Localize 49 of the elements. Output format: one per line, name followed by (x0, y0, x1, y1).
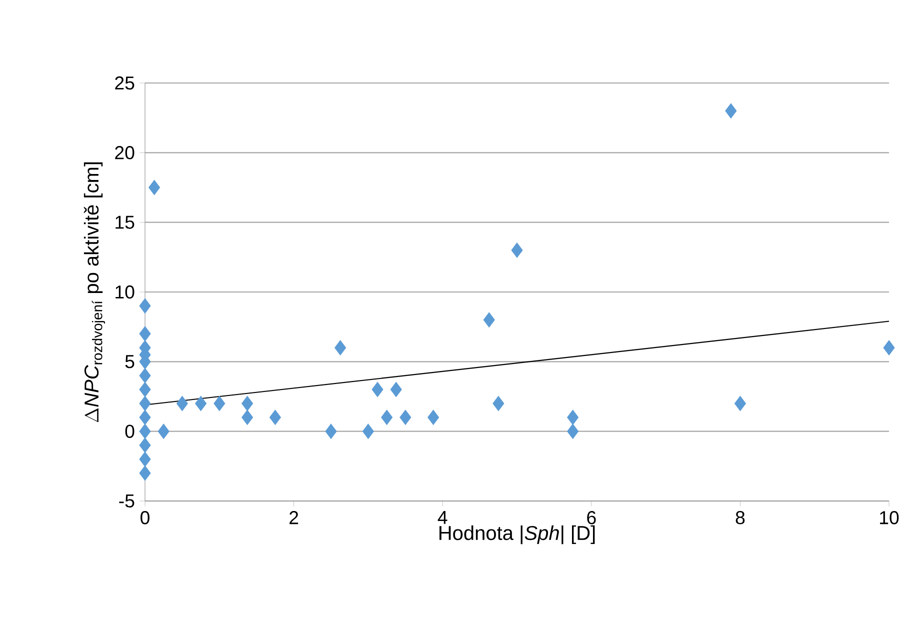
point (139, 410, 151, 426)
point (334, 340, 346, 356)
point (139, 382, 151, 398)
point (269, 410, 281, 426)
point (139, 396, 151, 412)
x-tick-label: 2 (290, 511, 298, 524)
point (139, 438, 151, 453)
point (372, 382, 384, 398)
x-tick-label: 4 (438, 511, 448, 524)
point (492, 396, 504, 412)
point (567, 410, 579, 426)
point (567, 424, 579, 439)
y-tick-label: 0 (125, 424, 134, 438)
y-tick-label: 20 (115, 146, 134, 160)
y-tick-label: 25 (115, 76, 134, 90)
point (158, 424, 170, 439)
point (242, 396, 254, 412)
x-tick-label: 6 (587, 511, 596, 524)
y-tick-label: -5 (119, 494, 134, 508)
point (483, 312, 495, 328)
point (214, 396, 226, 412)
y-tick-label: 5 (125, 355, 134, 368)
y-axis-title: $\Delta \mathit{NPC}_{\text{rozdvojení}}\text{ po aktivitě [cm]}$ (84, 162, 106, 422)
point (428, 410, 440, 426)
point (195, 396, 207, 412)
x-tick-label: 0 (140, 511, 150, 524)
point (381, 410, 393, 426)
point (139, 368, 151, 384)
x-tick-label: 10 (880, 511, 899, 524)
point (400, 410, 412, 426)
point (139, 466, 151, 481)
point (725, 103, 737, 118)
point (511, 242, 523, 258)
x-axis-title: Hodnota |Sph| [D] (440, 525, 595, 544)
point (176, 396, 188, 412)
y-tick-label: 15 (116, 216, 134, 229)
x-tick-label: 8 (736, 511, 745, 524)
point (390, 382, 402, 398)
point (139, 298, 151, 314)
point (139, 424, 151, 439)
point (734, 396, 746, 412)
point (148, 180, 160, 196)
point (325, 424, 337, 439)
point (362, 424, 374, 439)
point (883, 340, 895, 356)
y-tick-label: 10 (116, 285, 134, 299)
point (139, 452, 151, 467)
point (139, 326, 151, 342)
point (242, 410, 254, 426)
